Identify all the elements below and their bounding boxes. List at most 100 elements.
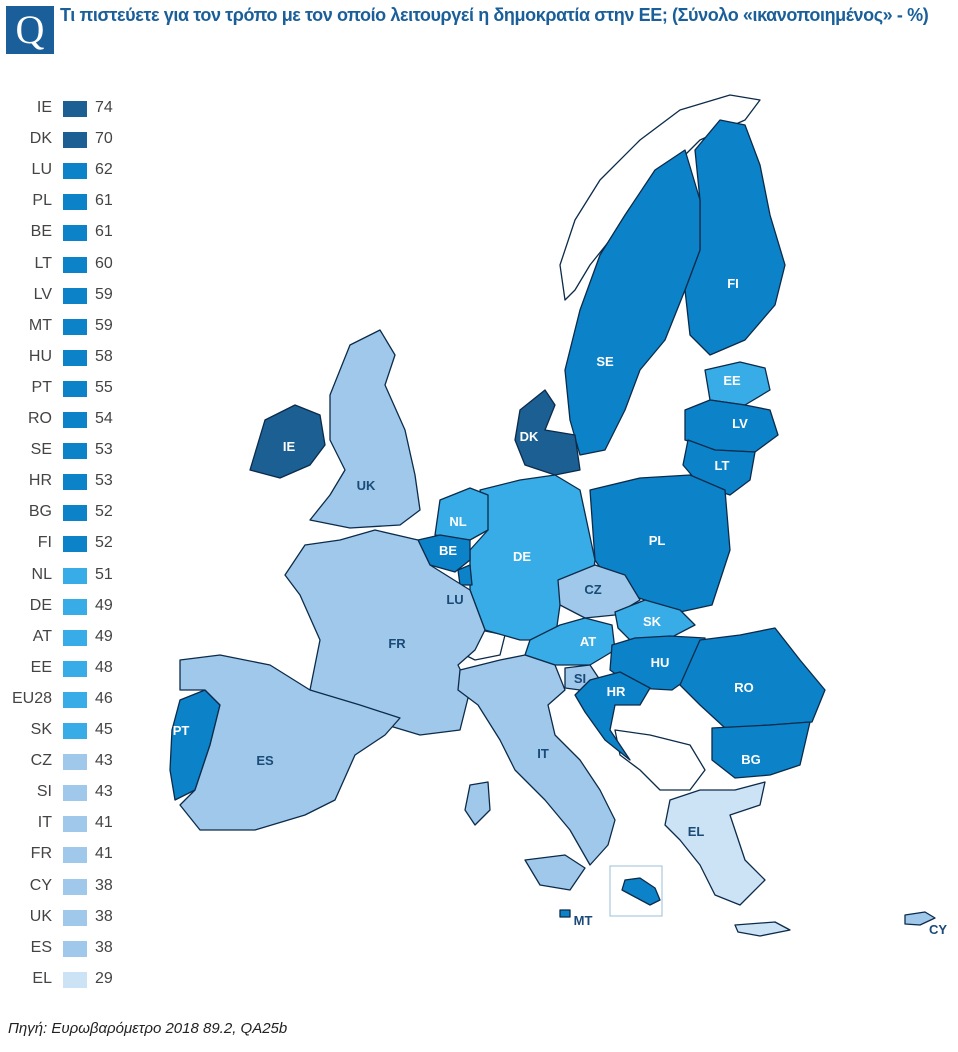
map-label-lv: LV	[732, 416, 748, 431]
legend-swatch	[63, 163, 87, 179]
country-cy	[904, 911, 936, 926]
legend-code: EU28	[11, 690, 52, 707]
legend-code: CZ	[30, 752, 52, 769]
legend-swatch	[63, 568, 87, 584]
country-lu	[457, 564, 473, 586]
legend-code: IT	[37, 814, 52, 831]
legend-code: FI	[37, 534, 52, 551]
legend-swatch	[63, 972, 87, 988]
map-label-be: BE	[439, 543, 457, 558]
legend-row: SK 45	[0, 719, 130, 741]
legend-row: CZ 43	[0, 750, 130, 772]
legend-code: EE	[30, 659, 52, 676]
map-label-el: EL	[688, 824, 705, 839]
map-label-lt: LT	[715, 458, 730, 473]
map-label-sk: SK	[643, 614, 662, 629]
legend-row: FI 52	[0, 532, 130, 554]
legend-value: 49	[95, 597, 113, 614]
country-ie	[249, 404, 326, 479]
legend-code: HU	[28, 348, 52, 365]
legend-swatch	[63, 816, 87, 832]
legend-code: FR	[30, 845, 52, 862]
legend-value: 74	[95, 99, 113, 116]
legend-value: 52	[95, 503, 113, 520]
page-title: Τι πιστεύετε για τον τρόπο με τον οποίο …	[60, 5, 929, 25]
country-hr	[574, 671, 651, 761]
map-label-ee: EE	[723, 373, 741, 388]
legend-row: AT 49	[0, 626, 130, 648]
legend-swatch	[63, 350, 87, 366]
legend-swatch	[63, 847, 87, 863]
legend-value: 52	[95, 534, 113, 551]
legend-row: SE 53	[0, 439, 130, 461]
map-label-cz: CZ	[584, 582, 601, 597]
balkans-region	[614, 729, 706, 791]
legend-value: 53	[95, 441, 113, 458]
legend-swatch	[63, 194, 87, 210]
legend-row: DE 49	[0, 595, 130, 617]
eu-map: FI SE EE LV LT DK IE UK NL BE LU DE PL CZ SK AT HU RO SI HR…	[169, 94, 947, 937]
legend-swatch	[63, 225, 87, 241]
legend-row: EU28 46	[0, 688, 130, 710]
legend-row: HR 53	[0, 470, 130, 492]
legend-swatch	[63, 412, 87, 428]
map-label-at: AT	[580, 634, 596, 649]
country-dk	[514, 389, 581, 476]
legend-swatch	[63, 661, 87, 677]
legend-swatch	[63, 879, 87, 895]
legend-value: 46	[95, 690, 113, 707]
legend-value: 59	[95, 286, 113, 303]
map-label-se: SE	[596, 354, 614, 369]
legend-code: BG	[28, 503, 52, 520]
legend-value: 29	[95, 970, 113, 987]
legend-code: PL	[32, 192, 52, 209]
country-de	[469, 474, 596, 641]
legend-swatch	[63, 723, 87, 739]
map-label-nl: NL	[449, 514, 466, 529]
legend-code: LV	[33, 286, 52, 303]
legend-swatch	[63, 599, 87, 615]
country-se	[564, 149, 701, 456]
legend-value: 41	[95, 845, 113, 862]
country-mt-inset	[621, 877, 661, 906]
legend-code: NL	[31, 566, 52, 583]
legend-row: IT 41	[0, 812, 130, 834]
country-el	[664, 781, 766, 906]
legend-swatch	[63, 754, 87, 770]
map-label-ro: RO	[734, 680, 754, 695]
legend-value: 43	[95, 752, 113, 769]
legend-code: DE	[29, 597, 52, 614]
legend-row: BE 61	[0, 221, 130, 243]
malta-inset-box	[609, 865, 663, 917]
legend-code: LU	[31, 161, 52, 178]
legend-code: LT	[34, 255, 52, 272]
legend-swatch	[63, 505, 87, 521]
legend-code: SE	[30, 441, 52, 458]
country-es	[179, 654, 401, 831]
legend-row: SI 43	[0, 781, 130, 803]
legend-row: UK 38	[0, 906, 130, 928]
legend-row: RO 54	[0, 408, 130, 430]
legend-code: RO	[28, 410, 52, 427]
legend-value: 38	[95, 877, 113, 894]
map-label-ie: IE	[283, 439, 296, 454]
map-label-lu: LU	[446, 592, 463, 607]
country-el-crete	[734, 921, 791, 937]
legend-value: 70	[95, 130, 113, 147]
country-bg	[711, 721, 811, 779]
legend-value: 61	[95, 223, 113, 240]
legend-swatch	[63, 474, 87, 490]
legend-code: UK	[29, 908, 52, 925]
map-label-es: ES	[256, 753, 274, 768]
legend-value: 49	[95, 628, 113, 645]
map-label-si: SI	[574, 671, 586, 686]
legend-row: ES 38	[0, 937, 130, 959]
legend-value: 62	[95, 161, 113, 178]
legend-row: LT 60	[0, 253, 130, 275]
legend-value: 48	[95, 659, 113, 676]
map-label-it: IT	[537, 746, 549, 761]
legend-row: IE 74	[0, 97, 130, 119]
legend-swatch	[63, 101, 87, 117]
legend-row: HU 58	[0, 346, 130, 368]
legend-code: HR	[28, 472, 52, 489]
